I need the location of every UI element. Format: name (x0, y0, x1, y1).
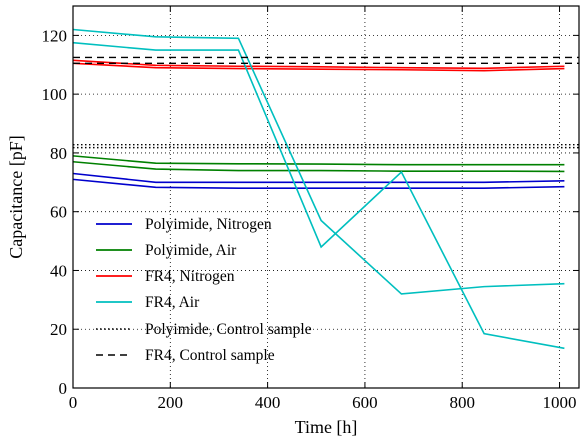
series-line (72, 62, 565, 72)
y-tick-label: 120 (42, 26, 68, 45)
legend-label: FR4, Control sample (145, 347, 275, 364)
y-tick-label: 60 (50, 203, 67, 222)
legend-label: Polyimide, Air (145, 242, 237, 259)
series-line (72, 178, 565, 189)
series-line (72, 172, 565, 184)
series-lines (72, 28, 579, 350)
series-line (72, 59, 565, 70)
series-line (72, 155, 565, 166)
series-line (72, 28, 565, 295)
series-line (72, 41, 565, 350)
y-tick-label: 80 (50, 144, 67, 163)
y-axis-label: Capacitance [pF] (6, 135, 26, 258)
legend: Polyimide, Nitrogen Polyimide, Air FR4, Ni… (96, 216, 312, 364)
plot-frame (72, 5, 580, 389)
axis-ticks: 0 200 400 600 800 1000 0 20 40 60 80 100 120 (42, 6, 579, 412)
y-tick-label: 20 (50, 320, 67, 339)
y-tick-label: 40 (50, 261, 67, 280)
legend-label: FR4, Air (145, 294, 200, 311)
x-tick-label: 800 (449, 393, 475, 412)
x-axis-label: Time [h] (295, 417, 358, 437)
legend-label: Polyimide, Nitrogen (145, 216, 272, 233)
series-line (72, 160, 565, 173)
y-tick-label: 0 (59, 379, 68, 398)
legend-label: FR4, Nitrogen (145, 268, 235, 285)
x-tick-label: 600 (352, 393, 378, 412)
x-tick-label: 0 (69, 393, 78, 412)
x-tick-label: 200 (158, 393, 184, 412)
grid-lines (73, 6, 579, 388)
y-tick-label: 100 (42, 85, 68, 104)
x-tick-label: 1000 (543, 393, 577, 412)
x-tick-label: 400 (255, 393, 281, 412)
legend-label: Polyimide, Control sample (145, 321, 312, 338)
